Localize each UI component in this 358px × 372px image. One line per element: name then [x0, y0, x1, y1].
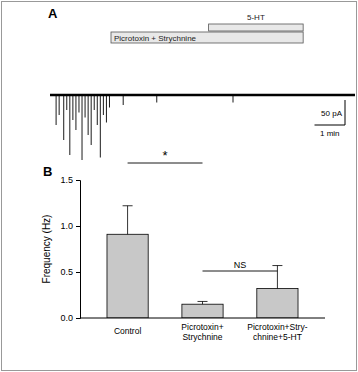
category-label: Picrotoxin+Stry-chnine+5-HT [247, 322, 307, 342]
tick-mark [76, 272, 80, 273]
figure: APicrotoxin + Strychnine5-HT50 pA1 minB0… [0, 0, 358, 372]
bar [107, 234, 148, 318]
bar [257, 289, 298, 318]
scale-label: 50 pA [321, 109, 343, 118]
tick-mark [76, 318, 80, 319]
tick-label: 1.5 [60, 175, 73, 185]
error-line [202, 301, 203, 304]
error-bar [198, 301, 208, 304]
tick-label: 1.0 [60, 221, 73, 231]
significance: * [163, 148, 168, 163]
bar [182, 304, 223, 318]
event [66, 95, 67, 110]
scale-bar [315, 125, 346, 126]
event [103, 95, 104, 115]
event [69, 95, 70, 155]
tick: 1.0 [60, 221, 80, 231]
event [109, 95, 110, 108]
error-cap [272, 265, 282, 266]
drug-label: 5-HT [247, 13, 265, 22]
event [91, 95, 92, 145]
error-cap [198, 301, 208, 302]
event [156, 95, 157, 103]
panel-label: A [48, 6, 58, 21]
event [75, 95, 76, 130]
event [233, 95, 234, 103]
drug-bar [111, 32, 303, 43]
axis-line [80, 318, 325, 319]
tick: 0.5 [60, 267, 80, 277]
event [100, 95, 101, 158]
category-label: Picrotoxin+Strychnine [181, 322, 223, 342]
tick-label: 0.0 [60, 313, 73, 323]
scale-bar [345, 100, 346, 125]
event [59, 95, 60, 115]
tick: 1.5 [60, 175, 80, 185]
bracket [203, 271, 278, 272]
event [88, 95, 89, 135]
frame [2, 2, 357, 371]
event [56, 95, 57, 125]
error-line [277, 266, 278, 289]
axis-line [76, 181, 81, 319]
drug-bar [209, 24, 304, 31]
category-label: Control [114, 326, 142, 336]
event [106, 95, 107, 123]
tick-mark [76, 226, 80, 227]
event [82, 95, 83, 160]
drug-label: Picrotoxin + Strychnine [114, 34, 197, 43]
tick: 0.0 [60, 313, 80, 323]
bars [107, 206, 298, 318]
y-axis: 0.0 0.5 1.0 1.5 [60, 175, 80, 323]
tick-label: 0.5 [60, 267, 73, 277]
x-axis: Control Picrotoxin+Strychnine Picrotoxin+S… [80, 318, 325, 342]
axis-title: Frequency (Hz) [41, 215, 52, 284]
event [123, 95, 124, 105]
error-cap [123, 205, 133, 206]
event [78, 95, 79, 113]
baseline [50, 94, 355, 97]
error-bar [272, 266, 282, 289]
tick-mark [76, 180, 80, 181]
event [97, 95, 98, 125]
event [85, 95, 86, 118]
event [94, 95, 95, 110]
significance: NS [234, 260, 247, 270]
scale-label: 1 min [320, 129, 340, 138]
event [63, 95, 64, 140]
error-line [127, 206, 128, 235]
error-bar [123, 206, 133, 235]
panel-label: B [43, 164, 52, 179]
event [72, 95, 73, 120]
trace [50, 95, 355, 160]
